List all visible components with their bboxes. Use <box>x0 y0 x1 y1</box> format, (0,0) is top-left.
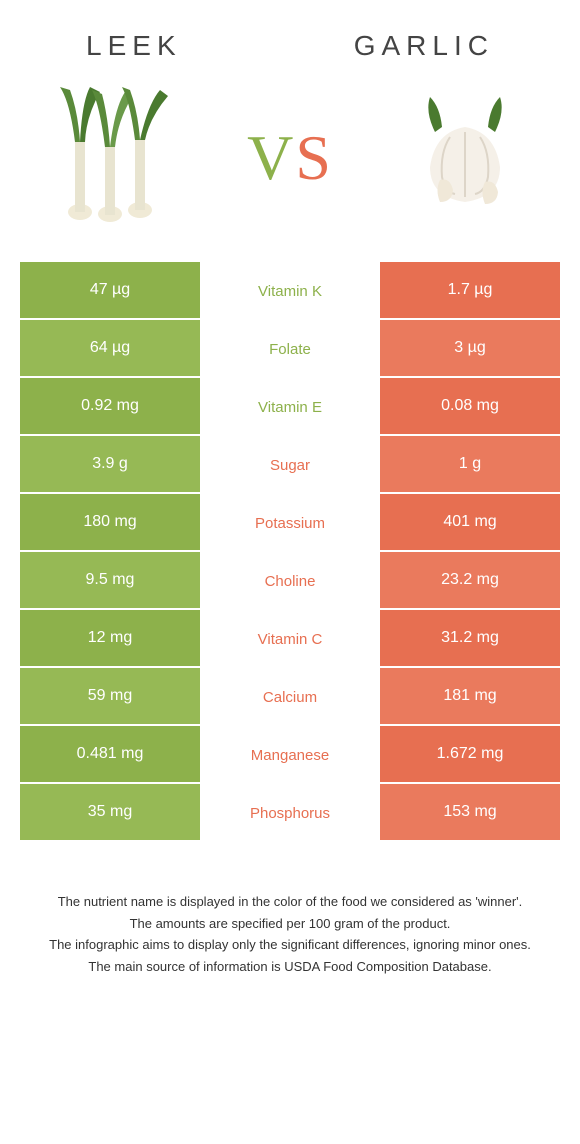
vs-label: VS <box>247 120 333 195</box>
leek-value: 35 mg <box>20 784 200 842</box>
nutrient-name: Folate <box>200 320 380 378</box>
leek-value: 12 mg <box>20 610 200 668</box>
vs-v: V <box>247 122 295 193</box>
garlic-value: 401 mg <box>380 494 560 552</box>
nutrient-name: Vitamin E <box>200 378 380 436</box>
leek-image <box>30 82 200 232</box>
leek-value: 3.9 g <box>20 436 200 494</box>
nutrient-name: Manganese <box>200 726 380 784</box>
vs-s: S <box>295 122 333 193</box>
garlic-value: 3 µg <box>380 320 560 378</box>
nutrient-name: Vitamin K <box>200 262 380 320</box>
leek-value: 64 µg <box>20 320 200 378</box>
footer-line-3: The infographic aims to display only the… <box>20 935 560 955</box>
table-row: 47 µgVitamin K1.7 µg <box>20 262 560 320</box>
table-row: 3.9 gSugar1 g <box>20 436 560 494</box>
leek-value: 47 µg <box>20 262 200 320</box>
table-row: 12 mgVitamin C31.2 mg <box>20 610 560 668</box>
leek-value: 0.481 mg <box>20 726 200 784</box>
table-row: 180 mgPotassium401 mg <box>20 494 560 552</box>
garlic-value: 31.2 mg <box>380 610 560 668</box>
footer-line-2: The amounts are specified per 100 gram o… <box>20 914 560 934</box>
garlic-value: 1 g <box>380 436 560 494</box>
footer-line-4: The main source of information is USDA F… <box>20 957 560 977</box>
nutrient-name: Sugar <box>200 436 380 494</box>
footer-line-1: The nutrient name is displayed in the co… <box>20 892 560 912</box>
image-row: VS <box>0 72 580 262</box>
nutrient-name: Choline <box>200 552 380 610</box>
infographic-container: LEEK GARLIC <box>0 0 580 976</box>
nutrient-name: Potassium <box>200 494 380 552</box>
table-row: 0.92 mgVitamin E0.08 mg <box>20 378 560 436</box>
garlic-value: 1.672 mg <box>380 726 560 784</box>
table-row: 64 µgFolate3 µg <box>20 320 560 378</box>
table-row: 35 mgPhosphorus153 mg <box>20 784 560 842</box>
title-garlic: GARLIC <box>354 30 494 62</box>
leek-value: 180 mg <box>20 494 200 552</box>
table-row: 59 mgCalcium181 mg <box>20 668 560 726</box>
header-row: LEEK GARLIC <box>0 0 580 72</box>
leek-value: 0.92 mg <box>20 378 200 436</box>
garlic-value: 0.08 mg <box>380 378 560 436</box>
garlic-image <box>380 82 550 232</box>
leek-value: 59 mg <box>20 668 200 726</box>
garlic-value: 181 mg <box>380 668 560 726</box>
nutrient-name: Phosphorus <box>200 784 380 842</box>
garlic-value: 23.2 mg <box>380 552 560 610</box>
garlic-value: 153 mg <box>380 784 560 842</box>
nutrient-name: Vitamin C <box>200 610 380 668</box>
nutrient-table: 47 µgVitamin K1.7 µg64 µgFolate3 µg0.92 … <box>20 262 560 842</box>
table-row: 0.481 mgManganese1.672 mg <box>20 726 560 784</box>
nutrient-name: Calcium <box>200 668 380 726</box>
footer-notes: The nutrient name is displayed in the co… <box>20 892 560 976</box>
garlic-value: 1.7 µg <box>380 262 560 320</box>
leek-value: 9.5 mg <box>20 552 200 610</box>
table-row: 9.5 mgCholine23.2 mg <box>20 552 560 610</box>
title-leek: LEEK <box>86 30 182 62</box>
